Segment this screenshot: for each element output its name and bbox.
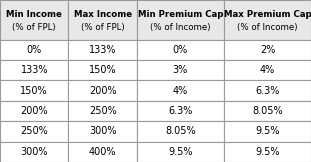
- Text: 3%: 3%: [173, 65, 188, 75]
- Bar: [137, 142, 224, 162]
- Text: Max Premium Cap: Max Premium Cap: [224, 10, 311, 19]
- Bar: [224, 60, 311, 81]
- Text: 9.5%: 9.5%: [168, 147, 193, 157]
- Text: 133%: 133%: [89, 45, 116, 55]
- Bar: [224, 0, 311, 40]
- Bar: [68, 0, 137, 40]
- Bar: [137, 81, 224, 101]
- Bar: [68, 142, 137, 162]
- Text: 4%: 4%: [260, 65, 275, 75]
- Bar: [0, 60, 68, 81]
- Text: 8.05%: 8.05%: [252, 106, 283, 116]
- Bar: [68, 121, 137, 142]
- Bar: [224, 142, 311, 162]
- Text: 4%: 4%: [173, 86, 188, 96]
- Text: 200%: 200%: [89, 86, 116, 96]
- Bar: [0, 40, 68, 60]
- Text: 400%: 400%: [89, 147, 116, 157]
- Text: (% of FPL): (% of FPL): [81, 23, 124, 32]
- Bar: [68, 60, 137, 81]
- Text: 9.5%: 9.5%: [255, 147, 280, 157]
- Bar: [224, 101, 311, 121]
- Text: 250%: 250%: [89, 106, 117, 116]
- Text: 300%: 300%: [21, 147, 48, 157]
- Text: 150%: 150%: [89, 65, 116, 75]
- Text: 200%: 200%: [21, 106, 48, 116]
- Bar: [224, 40, 311, 60]
- Text: 150%: 150%: [21, 86, 48, 96]
- Bar: [0, 142, 68, 162]
- Text: 0%: 0%: [173, 45, 188, 55]
- Text: 8.05%: 8.05%: [165, 126, 196, 136]
- Text: Max Income: Max Income: [74, 10, 132, 19]
- Bar: [137, 0, 224, 40]
- Text: 133%: 133%: [21, 65, 48, 75]
- Bar: [68, 101, 137, 121]
- Text: Min Income: Min Income: [6, 10, 62, 19]
- Text: Min Premium Cap: Min Premium Cap: [138, 10, 223, 19]
- Bar: [224, 121, 311, 142]
- Text: 2%: 2%: [260, 45, 275, 55]
- Text: 9.5%: 9.5%: [255, 126, 280, 136]
- Text: 6.3%: 6.3%: [168, 106, 193, 116]
- Bar: [68, 81, 137, 101]
- Bar: [224, 81, 311, 101]
- Bar: [137, 60, 224, 81]
- Text: 0%: 0%: [26, 45, 42, 55]
- Text: 6.3%: 6.3%: [255, 86, 280, 96]
- Text: (% of Income): (% of Income): [237, 23, 298, 32]
- Bar: [0, 101, 68, 121]
- Text: 300%: 300%: [89, 126, 116, 136]
- Text: (% of Income): (% of Income): [150, 23, 211, 32]
- Bar: [0, 0, 68, 40]
- Text: 250%: 250%: [20, 126, 48, 136]
- Text: (% of FPL): (% of FPL): [12, 23, 56, 32]
- Bar: [137, 101, 224, 121]
- Bar: [137, 121, 224, 142]
- Bar: [0, 81, 68, 101]
- Bar: [0, 121, 68, 142]
- Bar: [68, 40, 137, 60]
- Bar: [137, 40, 224, 60]
